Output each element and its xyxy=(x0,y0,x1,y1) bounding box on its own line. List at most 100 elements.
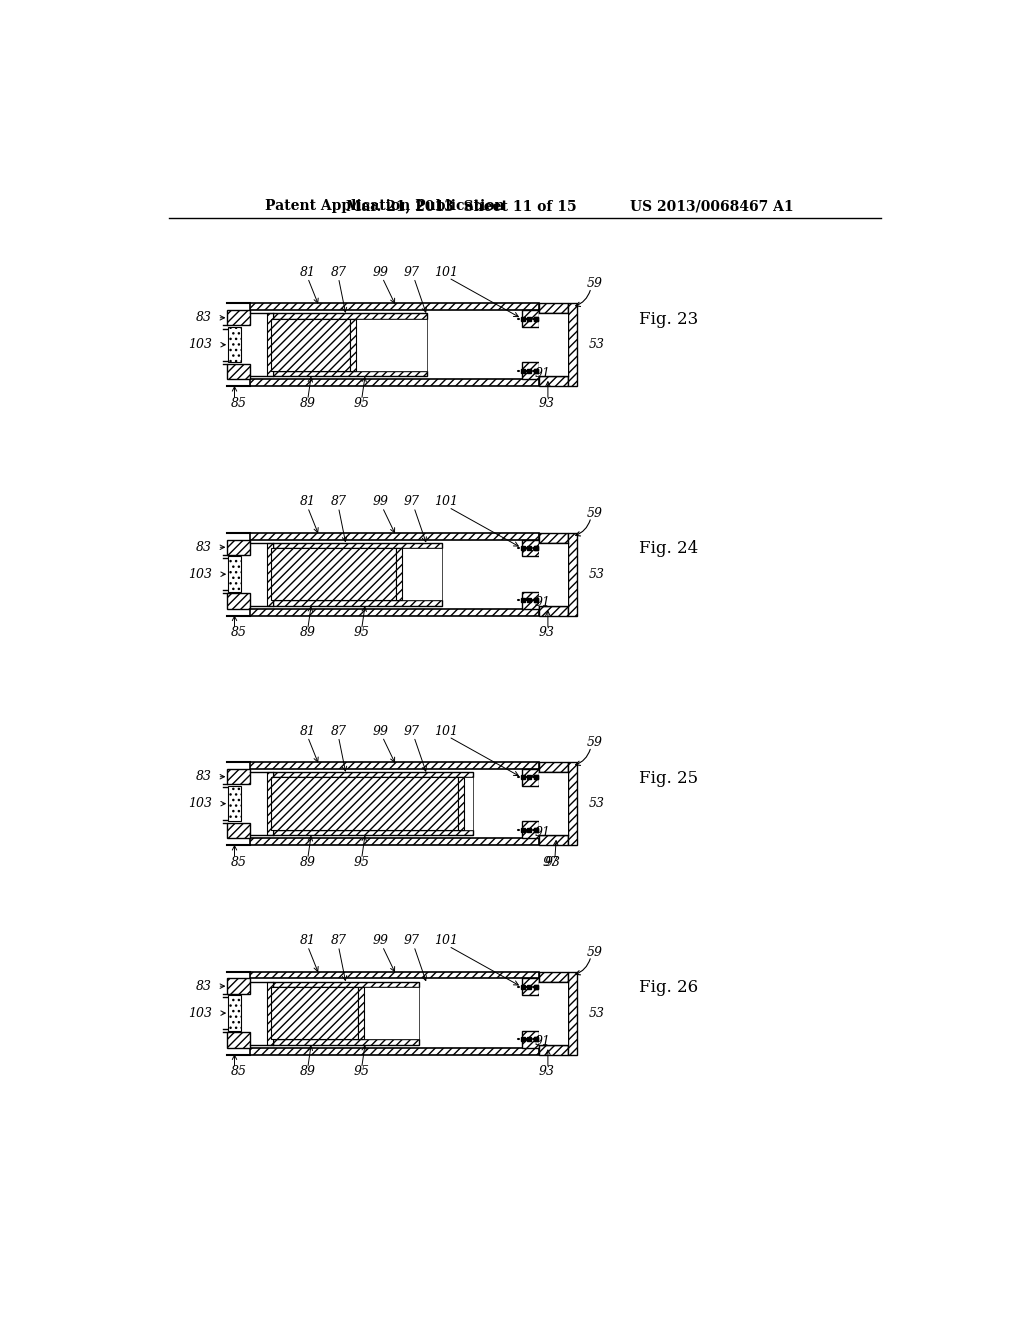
Bar xyxy=(539,533,568,543)
Bar xyxy=(226,1032,250,1048)
Text: 53: 53 xyxy=(589,1007,605,1019)
Text: Fig. 23: Fig. 23 xyxy=(639,312,698,327)
Bar xyxy=(270,777,458,830)
Text: 89: 89 xyxy=(300,1065,315,1078)
Bar xyxy=(267,543,273,606)
Bar xyxy=(568,304,578,387)
Text: 91: 91 xyxy=(535,597,551,610)
Bar xyxy=(273,987,419,1039)
Bar xyxy=(270,318,350,371)
Text: Fig. 26: Fig. 26 xyxy=(639,979,698,997)
Bar xyxy=(568,972,578,1055)
Bar xyxy=(227,995,242,1031)
Text: 95: 95 xyxy=(353,1065,370,1078)
Text: 101: 101 xyxy=(434,725,459,738)
Bar xyxy=(521,310,539,327)
Bar xyxy=(270,548,396,601)
Bar xyxy=(226,540,250,554)
Text: 81: 81 xyxy=(300,265,315,279)
Bar xyxy=(250,304,539,310)
Bar xyxy=(250,609,539,615)
Bar xyxy=(396,548,402,601)
Bar xyxy=(539,982,568,1044)
Bar xyxy=(226,310,250,326)
Bar xyxy=(227,557,242,591)
Text: Fig. 25: Fig. 25 xyxy=(639,770,698,787)
Text: 83: 83 xyxy=(196,312,211,325)
Text: 91: 91 xyxy=(535,1035,551,1048)
Text: 99: 99 xyxy=(373,935,389,948)
Bar xyxy=(273,777,473,830)
Bar xyxy=(273,318,427,371)
Text: 99: 99 xyxy=(373,265,389,279)
Bar xyxy=(273,601,442,606)
Bar xyxy=(539,376,568,387)
Text: 85: 85 xyxy=(230,397,247,409)
Text: 59: 59 xyxy=(587,945,603,958)
Bar xyxy=(521,591,539,609)
Text: 85: 85 xyxy=(230,1065,247,1078)
Text: 53: 53 xyxy=(589,568,605,581)
Bar xyxy=(539,762,568,772)
Text: 93: 93 xyxy=(545,855,560,869)
Bar xyxy=(539,606,568,615)
Text: 59: 59 xyxy=(587,737,603,750)
Bar xyxy=(226,822,250,838)
Text: 93: 93 xyxy=(539,397,554,409)
Text: 97: 97 xyxy=(403,935,420,948)
Bar xyxy=(227,327,242,363)
Bar xyxy=(539,304,568,313)
Text: 85: 85 xyxy=(230,855,247,869)
Text: 97: 97 xyxy=(403,725,420,738)
Text: 89: 89 xyxy=(300,397,315,409)
Text: 95: 95 xyxy=(353,855,370,869)
Text: 99: 99 xyxy=(373,725,389,738)
Bar xyxy=(226,770,250,784)
Bar xyxy=(270,987,357,1039)
Text: 87: 87 xyxy=(331,265,346,279)
Text: 83: 83 xyxy=(196,979,211,993)
Bar xyxy=(539,313,568,376)
Bar xyxy=(267,772,273,836)
Text: 81: 81 xyxy=(300,495,315,508)
Bar xyxy=(539,772,568,836)
Text: 81: 81 xyxy=(300,725,315,738)
Text: 95: 95 xyxy=(353,626,370,639)
Bar xyxy=(521,770,539,785)
Bar xyxy=(250,379,539,387)
Text: 91: 91 xyxy=(535,367,551,380)
Bar xyxy=(273,548,442,601)
Text: 97: 97 xyxy=(403,495,420,508)
Text: 93: 93 xyxy=(539,626,554,639)
Text: 97: 97 xyxy=(543,855,558,869)
Bar xyxy=(273,543,442,548)
Bar xyxy=(250,972,539,978)
Text: US 2013/0068467 A1: US 2013/0068467 A1 xyxy=(630,199,794,213)
Bar xyxy=(273,982,419,987)
Bar xyxy=(521,1031,539,1048)
Bar xyxy=(273,1039,419,1044)
Bar xyxy=(539,543,568,606)
Bar xyxy=(521,821,539,838)
Text: 87: 87 xyxy=(331,725,346,738)
Bar xyxy=(226,978,250,994)
Text: 83: 83 xyxy=(196,770,211,783)
Bar xyxy=(273,830,473,836)
Text: 95: 95 xyxy=(353,397,370,409)
Bar xyxy=(568,762,578,845)
Bar xyxy=(357,987,364,1039)
Text: 83: 83 xyxy=(196,541,211,554)
Bar xyxy=(250,838,539,845)
Bar xyxy=(521,978,539,995)
Text: 93: 93 xyxy=(539,1065,554,1078)
Text: 89: 89 xyxy=(300,626,315,639)
Text: 85: 85 xyxy=(230,626,247,639)
Text: 103: 103 xyxy=(188,568,212,581)
Bar xyxy=(226,364,250,379)
Bar xyxy=(273,772,473,777)
Bar xyxy=(521,363,539,379)
Bar xyxy=(539,1044,568,1055)
Text: 101: 101 xyxy=(434,265,459,279)
Bar xyxy=(273,313,427,318)
Bar xyxy=(227,785,242,821)
